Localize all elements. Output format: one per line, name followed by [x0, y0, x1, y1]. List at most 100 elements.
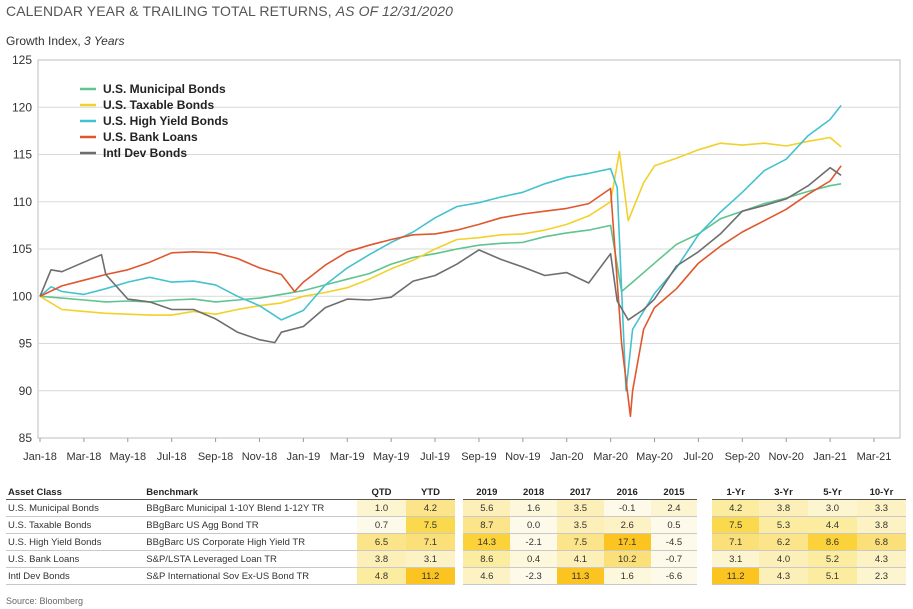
asset-class-cell: U.S. Taxable Bonds [6, 516, 145, 534]
return-value-cell: 2.6 [603, 516, 651, 534]
benchmark-cell: BBgBarc Municipal 1-10Y Blend 1-12Y TR [144, 499, 358, 517]
x-tick-label: Sep-19 [461, 451, 496, 463]
y-tick-label: 120 [12, 100, 32, 114]
header-2017: 2017 [557, 486, 604, 500]
table-row: U.S. Municipal Bonds BBgBarc Municipal 1-… [6, 499, 906, 517]
header-ytd: YTD [405, 486, 455, 500]
spacer-cell [697, 516, 713, 534]
return-value-cell: 8.7 [463, 516, 511, 534]
x-tick-label: Jan-18 [23, 451, 57, 463]
return-value-cell: 5.1 [808, 567, 857, 585]
return-value-cell: -6.6 [650, 567, 698, 585]
return-value-cell: 4.2 [405, 499, 455, 517]
header-1yr: 1-Yr [712, 486, 760, 500]
return-value-cell: 4.3 [759, 567, 808, 585]
table-row: U.S. Taxable Bonds BBgBarc US Agg Bond TR… [6, 516, 906, 534]
return-value-cell: -2.1 [510, 533, 557, 551]
spacer-cell [697, 533, 713, 551]
growth-index-chart: 85 90 95 100 105 110 115 120 125 Jan-18 Mar-18 May-… [12, 53, 901, 463]
return-value-cell: 7.1 [405, 533, 455, 551]
return-value-cell: 0.4 [510, 550, 557, 568]
x-tick-label: Mar-21 [857, 451, 892, 463]
x-tick-label: Nov-20 [768, 451, 803, 463]
return-value-cell: 4.6 [463, 567, 511, 585]
x-tick-label: Mar-18 [66, 451, 101, 463]
x-tick-label: Jan-19 [287, 451, 321, 463]
return-value-cell: 4.4 [808, 516, 857, 534]
header-5yr: 5-Yr [808, 486, 857, 500]
x-tick-label: Sep-20 [725, 451, 760, 463]
return-value-cell: 0.0 [510, 516, 557, 534]
return-value-cell: 10.2 [603, 550, 651, 568]
return-value-cell: 2.4 [650, 499, 698, 517]
benchmark-cell: BBgBarc US Agg Bond TR [144, 516, 358, 534]
legend-label: U.S. Municipal Bonds [103, 82, 226, 96]
return-value-cell: 3.5 [557, 516, 604, 534]
return-value-cell: -2.3 [510, 567, 557, 585]
asset-class-cell: Intl Dev Bonds [6, 567, 145, 585]
return-value-cell: 0.7 [357, 516, 406, 534]
spacer-cell [697, 550, 713, 568]
return-value-cell: 3.8 [759, 499, 808, 517]
x-tick-label: Jan-21 [813, 451, 847, 463]
legend-label: Intl Dev Bonds [103, 146, 187, 160]
header-10yr: 10-Yr [856, 486, 906, 500]
header-spacer [697, 486, 713, 500]
return-value-cell: 3.8 [856, 516, 906, 534]
header-2019: 2019 [463, 486, 511, 500]
header-2018: 2018 [510, 486, 557, 500]
y-tick-label: 115 [13, 148, 32, 162]
header-spacer [454, 486, 464, 500]
title-text: CALENDAR YEAR & TRAILING TOTAL RETURNS, [6, 3, 336, 19]
x-tick-label: Jul-19 [420, 451, 450, 463]
return-value-cell: 11.2 [712, 567, 760, 585]
return-value-cell: 4.1 [557, 550, 604, 568]
benchmark-cell: S&P International Sov Ex-US Bond TR [144, 567, 358, 585]
series-line [39, 166, 842, 344]
return-value-cell: 5.2 [808, 550, 857, 568]
return-value-cell: 14.3 [463, 533, 511, 551]
return-value-cell: 3.5 [557, 499, 604, 517]
return-value-cell: 4.8 [357, 567, 406, 585]
return-value-cell: 8.6 [808, 533, 857, 551]
x-tick-label: Mar-19 [330, 451, 365, 463]
x-tick-label: Nov-18 [242, 451, 277, 463]
x-tick-label: Jul-18 [157, 451, 187, 463]
return-value-cell: 6.2 [759, 533, 808, 551]
table-header-row: Asset Class Benchmark QTD YTD 2019 2018 … [6, 486, 906, 500]
header-benchmark: Benchmark [144, 486, 358, 500]
legend-label: U.S. Taxable Bonds [103, 98, 214, 112]
return-value-cell: 6.8 [856, 533, 906, 551]
y-tick-label: 100 [12, 289, 32, 303]
table-row: U.S. Bank Loans S&P/LSTA Leveraged Loan T… [6, 550, 906, 568]
y-tick-label: 110 [13, 195, 32, 209]
x-tick-label: Sep-18 [198, 451, 233, 463]
return-value-cell: 4.2 [712, 499, 760, 517]
subtitle-period: 3 Years [84, 34, 125, 48]
return-value-cell: -4.5 [650, 533, 698, 551]
chart-subtitle: Growth Index, 3 Years [6, 34, 125, 48]
spacer-cell [454, 533, 464, 551]
y-tick-label: 90 [19, 384, 33, 398]
legend-label: U.S. Bank Loans [103, 130, 198, 144]
table-row: Intl Dev Bonds S&P International Sov Ex-U… [6, 567, 906, 585]
y-tick-label: 125 [12, 53, 32, 67]
benchmark-cell: S&P/LSTA Leveraged Loan TR [144, 550, 358, 568]
subtitle-text: Growth Index, [6, 34, 85, 48]
return-value-cell: 11.2 [405, 567, 455, 585]
asset-class-cell: U.S. High Yield Bonds [6, 533, 145, 551]
asset-class-cell: U.S. Municipal Bonds [6, 499, 145, 517]
return-value-cell: 6.5 [357, 533, 406, 551]
header-2016: 2016 [603, 486, 651, 500]
x-tick-label: Jan-20 [550, 451, 584, 463]
header-2015: 2015 [650, 486, 698, 500]
y-tick-label: 95 [19, 337, 33, 351]
source-note: Source: Bloomberg [6, 596, 84, 606]
benchmark-cell: BBgBarc US Corporate High Yield TR [144, 533, 358, 551]
table-row: U.S. High Yield Bonds BBgBarc US Corporat… [6, 533, 906, 551]
return-value-cell: 4.0 [759, 550, 808, 568]
header-qtd: QTD [357, 486, 406, 500]
returns-table: Asset Class Benchmark QTD YTD 2019 2018 … [6, 486, 906, 585]
return-value-cell: 17.1 [603, 533, 651, 551]
series-line [39, 104, 842, 392]
